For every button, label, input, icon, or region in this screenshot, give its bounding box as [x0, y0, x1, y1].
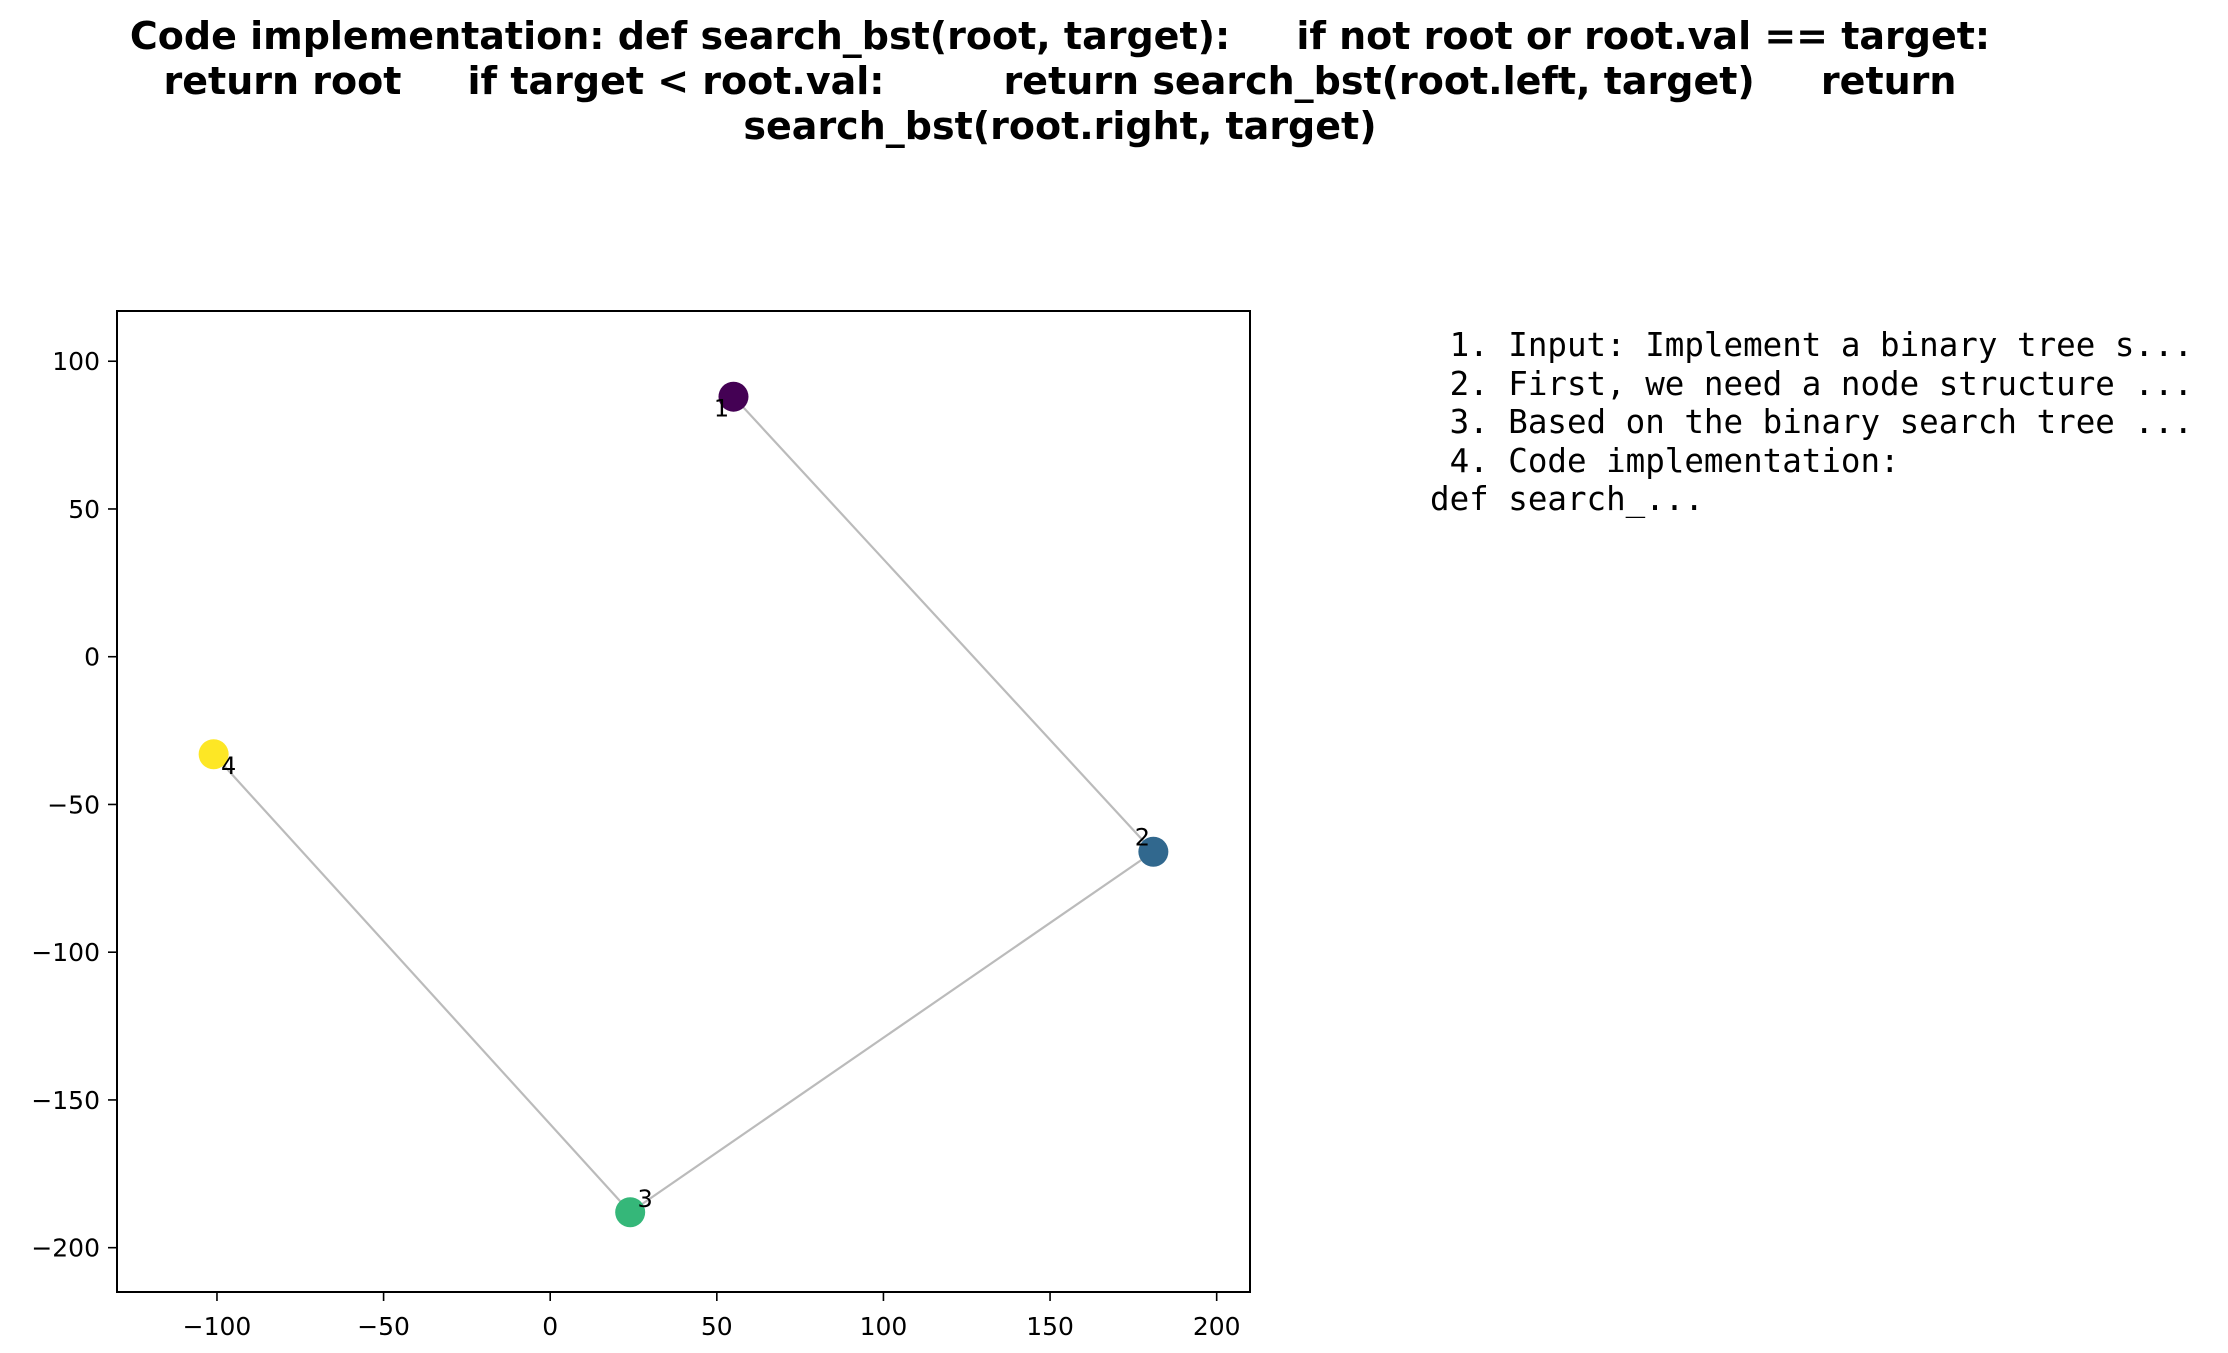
point-labels-layer: 1 2 3 4 — [221, 395, 1150, 1214]
x-tick-label: 200 — [1193, 1312, 1241, 1341]
y-axis: 100 50 0 −50 −100 −150 −200 — [31, 347, 117, 1263]
y-tick-label: 0 — [84, 643, 100, 672]
point-label-1: 1 — [714, 395, 729, 423]
y-tick-label: −150 — [31, 1086, 100, 1115]
y-tick-label: 50 — [68, 495, 100, 524]
edge-3-4 — [212, 753, 631, 1213]
point-3 — [615, 1197, 646, 1228]
edge-1-2 — [732, 395, 1155, 853]
point-label-4: 4 — [221, 752, 236, 780]
points-layer — [198, 381, 1169, 1228]
point-4 — [198, 739, 229, 770]
reasoning-steps-text: 1. Input: Implement a binary tree s... 2… — [1430, 326, 2194, 518]
point-1 — [718, 381, 749, 412]
y-tick-label: −100 — [31, 938, 100, 967]
plot-frame — [116, 310, 1251, 1293]
y-tick-label: 100 — [52, 347, 100, 376]
x-tick-label: 0 — [542, 1312, 558, 1341]
x-tick-label: 100 — [860, 1312, 908, 1341]
y-tick-label: −50 — [47, 790, 100, 819]
chart-title: Code implementation: def search_bst(root… — [129, 14, 2110, 148]
y-tick-label: −200 — [31, 1234, 100, 1263]
x-axis: −100 −50 0 50 100 150 200 — [183, 1292, 1241, 1341]
x-tick-label: 50 — [701, 1312, 733, 1341]
point-label-3: 3 — [638, 1185, 653, 1213]
point-label-2: 2 — [1135, 824, 1150, 852]
edges-layer — [212, 395, 1155, 1214]
point-2 — [1138, 836, 1169, 867]
x-tick-label: −100 — [183, 1312, 252, 1341]
edge-2-3 — [629, 850, 1154, 1214]
x-tick-label: −50 — [357, 1312, 410, 1341]
x-tick-label: 150 — [1026, 1312, 1074, 1341]
